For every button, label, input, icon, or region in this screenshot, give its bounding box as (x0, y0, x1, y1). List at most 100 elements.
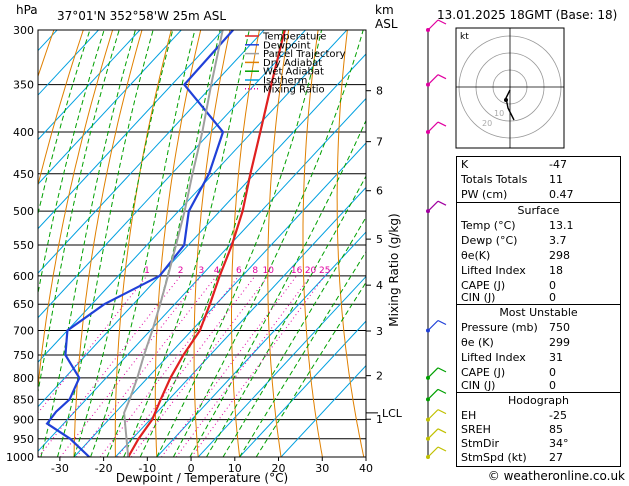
wind-barb-flag (437, 367, 447, 373)
temp-tick-label: 10 (228, 462, 242, 475)
valid-datetime: 13.01.2025 18GMT (Base: 18) (437, 8, 618, 22)
index-label: PW (cm) (461, 188, 508, 201)
temp-tick-label: 40 (359, 462, 373, 475)
pressure-tick-label: 400 (13, 126, 34, 139)
dry-adiabat-line (114, 30, 172, 457)
surface-label: CIN (J) (461, 291, 496, 304)
wind-profile (426, 19, 447, 459)
hodo-label: SREH (461, 423, 491, 436)
wind-barb-flag (437, 428, 447, 434)
hpa-axis-title: hPa (16, 3, 38, 17)
isotherm-line (38, 30, 141, 141)
surface-row: CIN (J) 0 (457, 291, 620, 306)
pressure-tick-label: 300 (13, 24, 34, 37)
legend-label: Isotherm (263, 76, 307, 87)
wind-barb-flag (437, 19, 447, 25)
km-tick-label: 2 (376, 370, 383, 383)
hodo-value: 34° (549, 437, 569, 450)
dry-adiabat-line (38, 30, 114, 392)
wet-adiabat-line (38, 30, 120, 394)
mu-row: Pressure (mb) 750 (457, 321, 620, 336)
wind-barb-staff (427, 446, 439, 458)
legend-label: Dry Adiabat (263, 58, 322, 69)
pressure-tick-label: 600 (13, 270, 34, 283)
surface-label: CAPE (J) (461, 279, 506, 292)
hodograph-ring-label: 20 (482, 119, 492, 128)
mu-label: Pressure (mb) (461, 321, 538, 334)
dry-adiabat-line (267, 30, 290, 457)
isotherm-line (156, 231, 366, 457)
km-tick-label: 7 (376, 136, 383, 149)
station-location: 37°01'N 352°58'W 25m ASL (57, 9, 227, 23)
pressure-tick-label: 850 (13, 393, 34, 406)
km-tick-label: 3 (376, 325, 383, 338)
hodograph-panel: Hodograph EH -25 SREH 85 StmDir 34° StmSpd … (456, 392, 621, 467)
asl-axis-title: ASL (375, 17, 398, 31)
wind-barb-flag (437, 388, 447, 394)
km-tick-label: 1 (376, 413, 383, 426)
mu-value: 0 (549, 379, 556, 392)
most-unstable-panel: Most Unstable Pressure (mb) 750 θe (K) 299… (456, 304, 621, 393)
most-unstable-title: Most Unstable (499, 306, 578, 319)
plot-frame (37, 29, 367, 458)
pressure-tick-label: 750 (13, 349, 34, 362)
mixing-ratio-label: 16 (291, 266, 303, 276)
mixing-ratio-label: 4 (214, 266, 220, 276)
temperature-line (127, 30, 286, 457)
isotherm-line (73, 142, 366, 457)
isotherm-line (238, 320, 366, 457)
legend-label: Parcel Trajectory (263, 49, 346, 60)
surface-label: Lifted Index (461, 264, 526, 277)
wet-adiabat-line (206, 175, 366, 457)
mu-value: 31 (549, 351, 563, 364)
surface-row: Temp (°C) 13.1 (457, 219, 620, 234)
dry-adiabat-line (193, 30, 231, 457)
surface-label: θe(K) (461, 249, 491, 262)
hodograph-ring-label: 10 (494, 109, 504, 118)
wind-barb-staff (427, 121, 439, 133)
parcel-trajectory-line (123, 30, 224, 457)
index-row-totals: Totals Totals 11 (457, 173, 620, 188)
wind-barb-flag (437, 74, 447, 80)
wet-adiabat-line (90, 30, 196, 457)
hodograph-title: Hodograph (508, 394, 569, 407)
mixing-ratio-line (99, 275, 240, 457)
surface-value: 18 (549, 264, 563, 277)
legend-label: Dewpoint (263, 40, 311, 51)
mu-value: 0 (549, 366, 556, 379)
legend-label: Mixing Ratio (263, 84, 325, 95)
mu-row: Lifted Index 31 (457, 351, 620, 366)
km-axis-title: km (375, 3, 394, 17)
hodo-value: 27 (549, 451, 563, 464)
wet-adiabat-line (239, 250, 366, 457)
wind-barb-staff (427, 19, 439, 31)
wet-adiabat-line (38, 30, 105, 296)
background-grid (38, 30, 366, 457)
mu-label: CAPE (J) (461, 366, 506, 379)
isotherm-line (38, 30, 182, 185)
index-value: 11 (549, 173, 563, 186)
x-axis-title: Dewpoint / Temperature (°C) (116, 471, 288, 485)
wet-adiabat-line (56, 30, 154, 457)
hodo-row: StmDir 34° (457, 437, 620, 452)
mixing-ratio-line (38, 275, 148, 414)
index-label: Totals Totals (461, 173, 528, 186)
hodo-row: StmSpd (kt) 27 (457, 451, 620, 466)
temp-tick-label: -20 (95, 462, 113, 475)
wet-adiabat-line (172, 30, 364, 457)
dry-adiabat-line (336, 30, 365, 457)
isotherm-line (280, 364, 366, 457)
isotherm-line (38, 97, 366, 452)
hodo-label: StmSpd (kt) (461, 451, 527, 464)
hodo-row: SREH 85 (457, 423, 620, 438)
km-tick-label: 6 (376, 185, 383, 198)
wind-barb-staff (427, 409, 439, 421)
isotherm-line (38, 30, 224, 230)
km-tick-label: 8 (376, 85, 383, 98)
index-row-pw: PW (cm) 0.47 (457, 188, 620, 203)
isotherm-line (38, 30, 307, 319)
index-row-k: K -47 (457, 158, 620, 173)
index-value: -47 (549, 158, 567, 171)
